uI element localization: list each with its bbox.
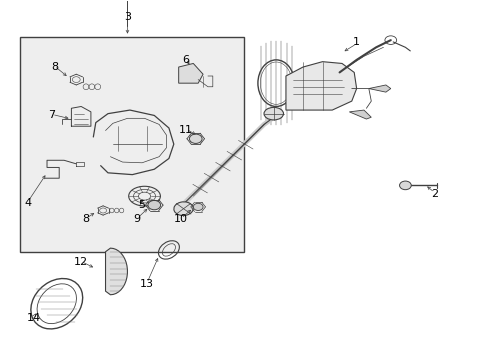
- Text: 9: 9: [133, 215, 141, 224]
- Text: 3: 3: [124, 12, 131, 22]
- Text: 4: 4: [24, 198, 31, 208]
- Ellipse shape: [174, 202, 193, 216]
- Circle shape: [189, 134, 202, 143]
- Text: 12: 12: [74, 257, 88, 267]
- Polygon shape: [105, 248, 127, 295]
- Circle shape: [399, 181, 410, 190]
- Text: 5: 5: [138, 200, 145, 210]
- Polygon shape: [348, 110, 370, 119]
- Circle shape: [148, 201, 160, 210]
- Bar: [20, 37, 244, 252]
- Text: 6: 6: [182, 55, 189, 65]
- Polygon shape: [178, 63, 203, 83]
- Polygon shape: [368, 85, 390, 92]
- Text: 13: 13: [140, 279, 154, 289]
- Text: 14: 14: [27, 313, 41, 323]
- Text: 7: 7: [48, 111, 55, 121]
- Text: 1: 1: [352, 37, 360, 47]
- Text: 8: 8: [51, 62, 58, 72]
- Ellipse shape: [264, 107, 283, 120]
- Text: 2: 2: [430, 189, 437, 199]
- Text: 8: 8: [82, 215, 89, 224]
- Text: 10: 10: [174, 215, 188, 224]
- Text: 11: 11: [179, 125, 193, 135]
- Circle shape: [193, 203, 203, 211]
- Polygon shape: [285, 62, 356, 110]
